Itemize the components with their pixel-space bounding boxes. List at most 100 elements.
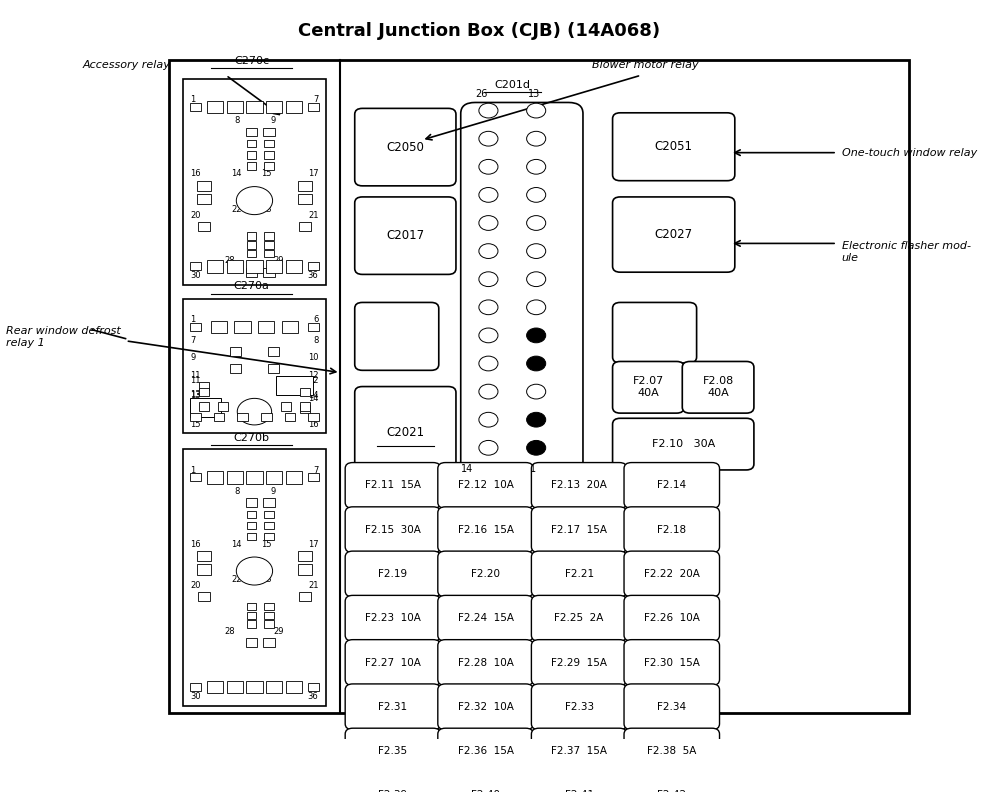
Text: 16: 16 <box>308 420 318 429</box>
Circle shape <box>479 272 498 287</box>
Circle shape <box>479 328 498 343</box>
Text: 28: 28 <box>225 257 235 265</box>
Text: 10: 10 <box>308 353 318 362</box>
Text: 7: 7 <box>313 466 318 474</box>
Bar <box>230 364 241 373</box>
Text: F2.37  15A: F2.37 15A <box>551 746 607 756</box>
Bar <box>197 551 211 562</box>
Bar <box>300 402 310 410</box>
Text: F2.24  15A: F2.24 15A <box>458 613 514 623</box>
FancyBboxPatch shape <box>183 449 326 706</box>
Text: 14: 14 <box>308 390 318 400</box>
Text: C2050: C2050 <box>386 141 424 154</box>
Bar <box>266 471 282 484</box>
FancyBboxPatch shape <box>624 551 720 597</box>
Bar <box>227 260 243 272</box>
Bar <box>266 680 282 693</box>
Text: 9: 9 <box>271 486 276 496</box>
Circle shape <box>236 187 273 215</box>
Bar <box>268 364 279 373</box>
Circle shape <box>527 215 546 230</box>
FancyBboxPatch shape <box>438 463 533 508</box>
FancyBboxPatch shape <box>531 772 627 792</box>
Bar <box>190 262 201 270</box>
Bar <box>247 620 256 628</box>
Bar <box>207 260 223 272</box>
Circle shape <box>527 244 546 258</box>
Text: 14: 14 <box>232 539 242 549</box>
Bar <box>308 322 319 331</box>
Circle shape <box>479 300 498 314</box>
Bar <box>227 101 243 113</box>
Text: One-touch window relay: One-touch window relay <box>842 147 977 158</box>
Bar <box>246 128 257 136</box>
Text: 7: 7 <box>190 336 196 345</box>
FancyBboxPatch shape <box>345 728 441 774</box>
Bar <box>285 413 295 421</box>
FancyBboxPatch shape <box>461 102 583 479</box>
FancyBboxPatch shape <box>355 197 456 274</box>
Text: 16: 16 <box>190 539 201 549</box>
FancyBboxPatch shape <box>682 361 754 413</box>
Text: F2.28  10A: F2.28 10A <box>458 657 513 668</box>
Text: F2.33: F2.33 <box>565 702 594 712</box>
Bar <box>308 262 319 270</box>
Text: 6: 6 <box>313 315 318 324</box>
FancyBboxPatch shape <box>531 463 627 508</box>
Text: F2.17  15A: F2.17 15A <box>551 525 607 535</box>
Text: F2.16  15A: F2.16 15A <box>458 525 514 535</box>
Bar <box>264 250 274 257</box>
FancyBboxPatch shape <box>345 596 441 642</box>
Bar <box>286 101 302 113</box>
Text: F2.21: F2.21 <box>565 569 594 579</box>
Text: F2.39: F2.39 <box>378 790 407 792</box>
Bar <box>308 474 319 482</box>
Text: 14: 14 <box>232 169 242 178</box>
Bar <box>190 413 201 421</box>
Text: 17: 17 <box>308 539 318 549</box>
Bar <box>264 522 274 529</box>
Bar <box>286 680 302 693</box>
Bar <box>264 151 274 158</box>
Bar <box>247 151 256 158</box>
Bar <box>247 511 256 518</box>
Text: F2.11  15A: F2.11 15A <box>365 481 421 490</box>
Text: F2.22  20A: F2.22 20A <box>644 569 700 579</box>
Bar <box>298 565 312 575</box>
Bar <box>264 533 274 540</box>
Bar <box>199 382 209 390</box>
FancyBboxPatch shape <box>183 79 326 285</box>
Circle shape <box>527 188 546 202</box>
Bar <box>264 242 274 249</box>
Text: 12: 12 <box>308 371 318 380</box>
Bar <box>207 101 223 113</box>
FancyBboxPatch shape <box>613 303 697 363</box>
FancyBboxPatch shape <box>183 299 326 433</box>
Bar <box>234 321 251 333</box>
Bar <box>282 321 298 333</box>
FancyBboxPatch shape <box>438 684 533 729</box>
Bar <box>190 322 201 331</box>
Text: 13: 13 <box>190 390 201 400</box>
Bar <box>211 321 227 333</box>
Bar <box>247 603 256 610</box>
FancyBboxPatch shape <box>624 728 720 774</box>
Text: 22: 22 <box>232 575 242 584</box>
FancyBboxPatch shape <box>531 684 627 729</box>
Circle shape <box>527 440 546 455</box>
Bar <box>308 413 319 421</box>
Text: F2.07
40A: F2.07 40A <box>633 376 664 398</box>
Bar <box>286 260 302 272</box>
Text: C270a: C270a <box>234 281 270 291</box>
FancyBboxPatch shape <box>438 596 533 642</box>
Text: F2.30  15A: F2.30 15A <box>644 657 700 668</box>
Text: F2.40: F2.40 <box>471 790 500 792</box>
Text: C2017: C2017 <box>386 229 424 242</box>
Bar <box>237 413 248 421</box>
FancyBboxPatch shape <box>624 596 720 642</box>
Text: 21: 21 <box>308 581 318 590</box>
Bar <box>247 611 256 619</box>
Text: C2051: C2051 <box>655 140 693 153</box>
Text: Central Junction Box (CJB) (14A068): Central Junction Box (CJB) (14A068) <box>298 22 660 40</box>
Text: C2027: C2027 <box>655 228 693 241</box>
